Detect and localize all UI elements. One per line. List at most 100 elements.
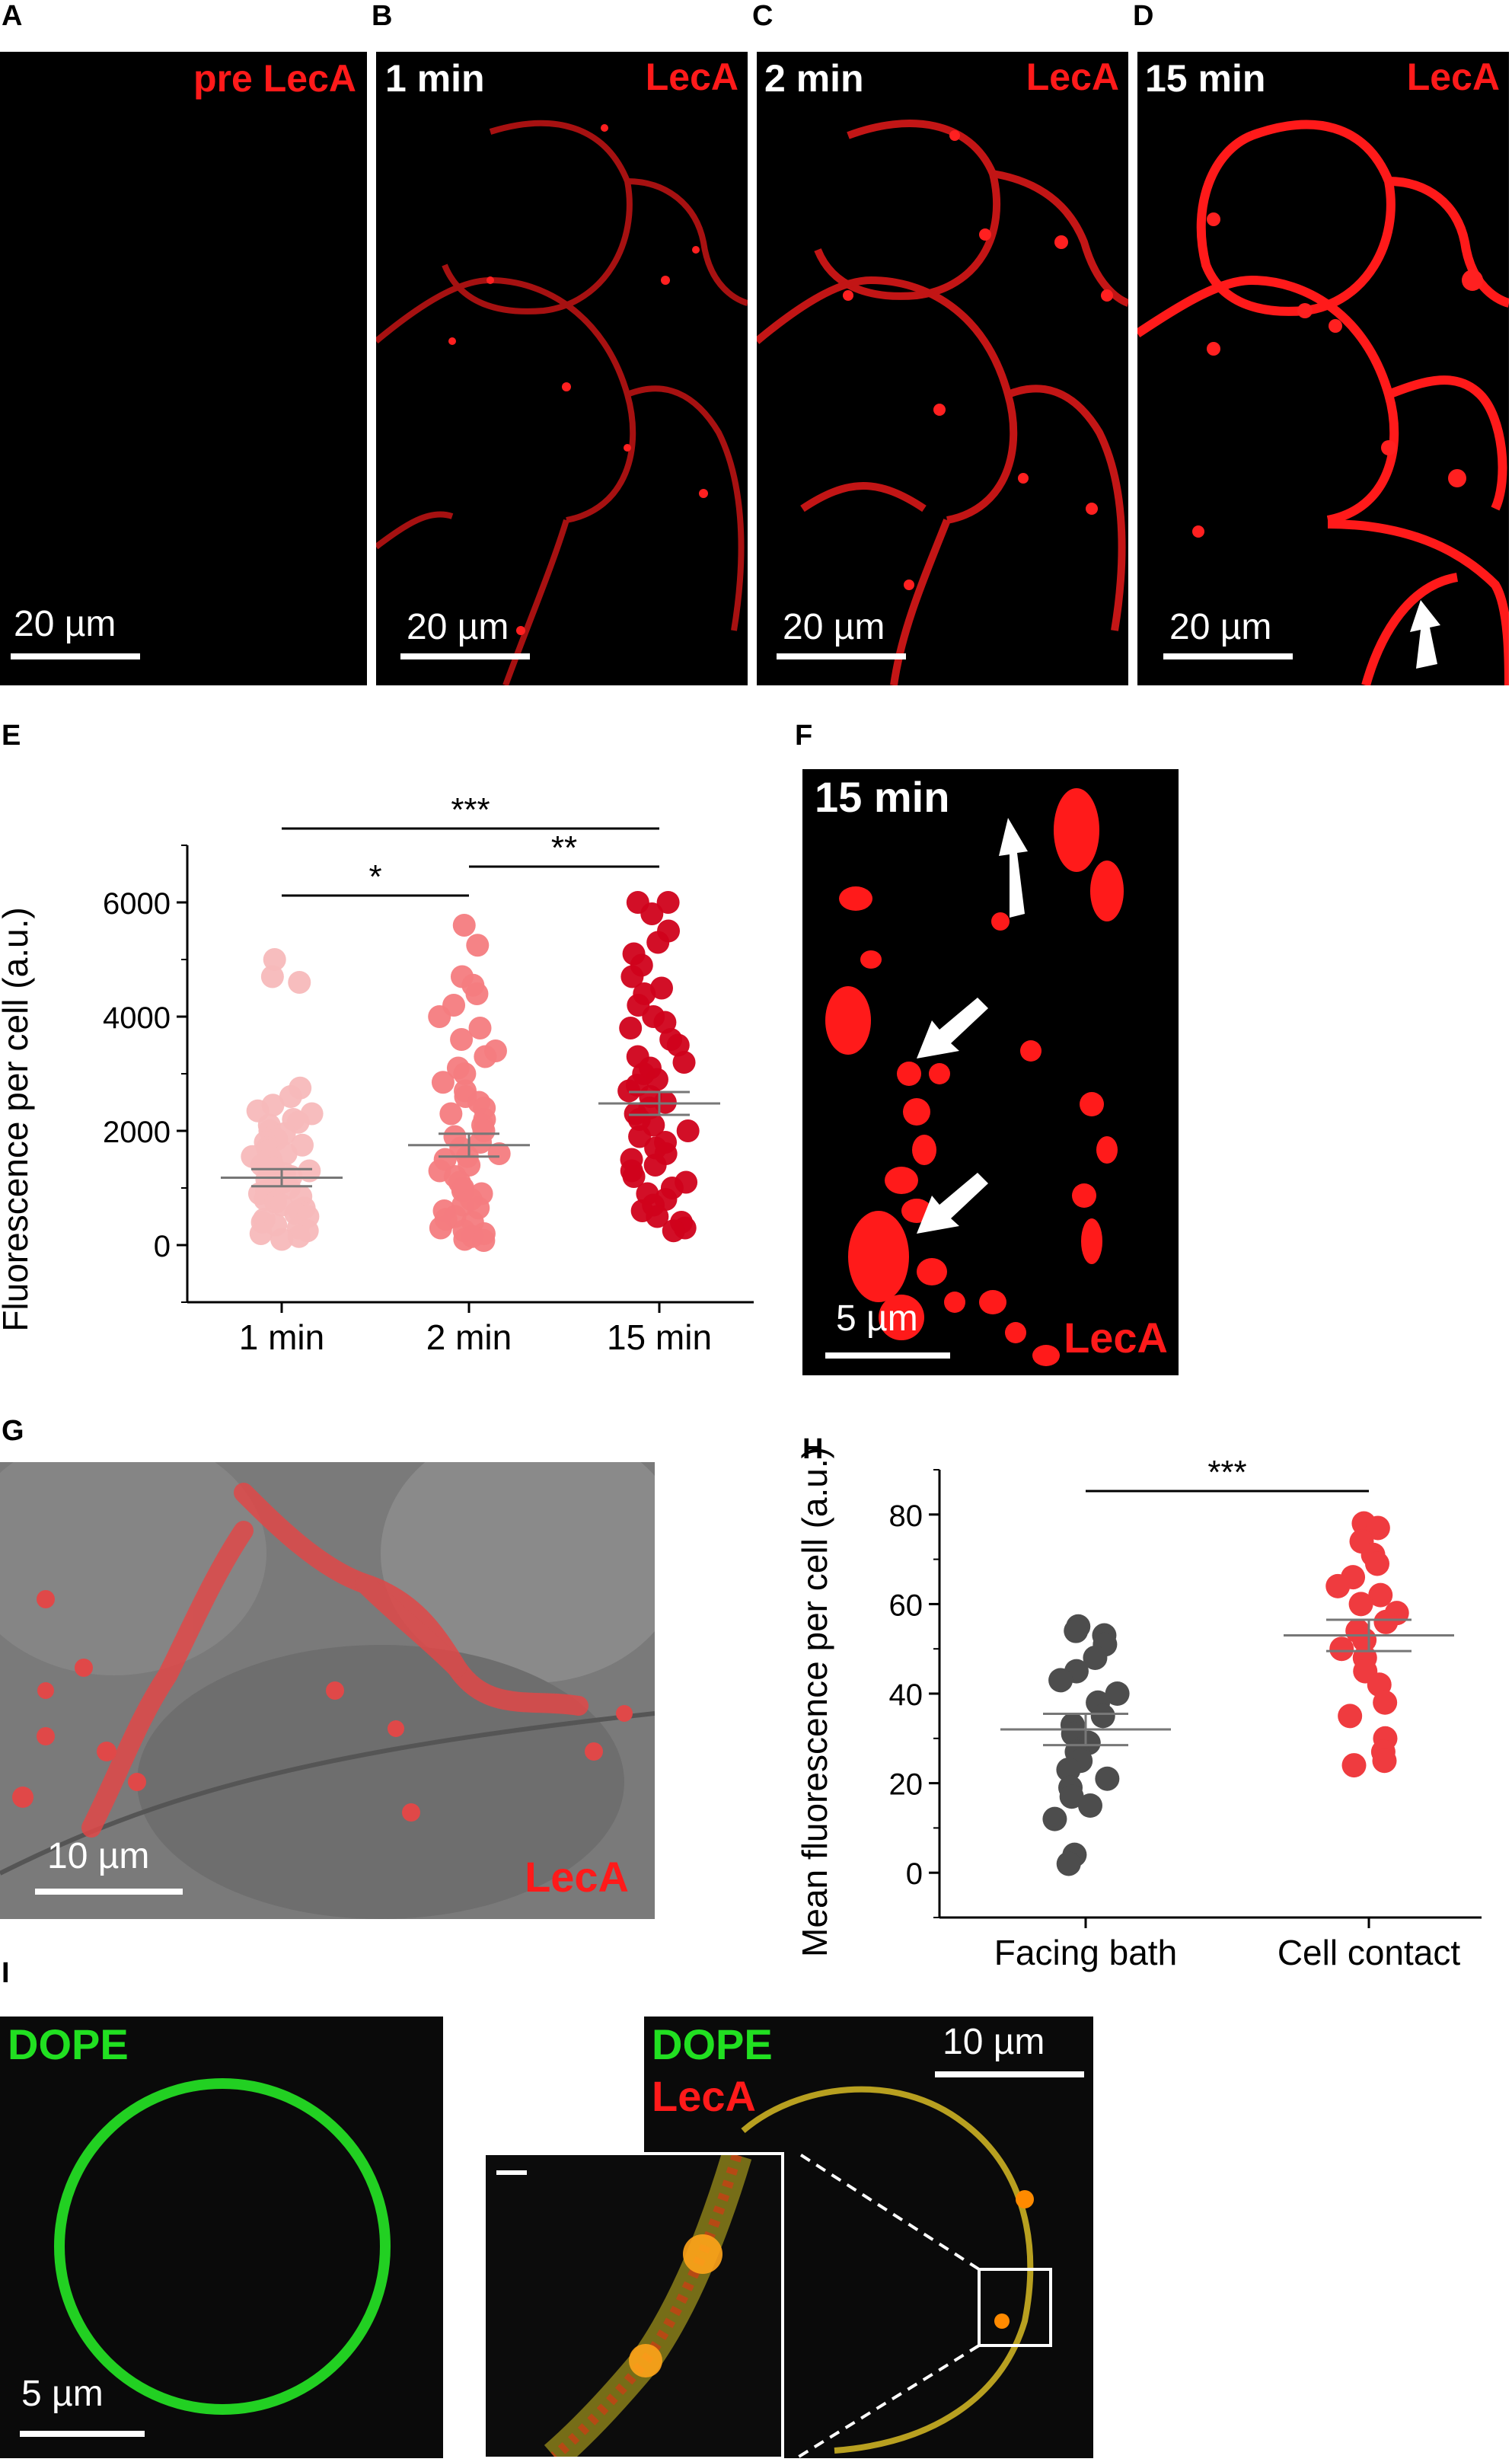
panel-label-c: C: [752, 0, 774, 32]
scale-bar-b: [400, 653, 530, 659]
panel-label-f: F: [795, 720, 813, 752]
vesicle-merge-i: [741, 2086, 1052, 2458]
data-point: [263, 948, 286, 971]
tag-leca-d: LecA: [1406, 56, 1500, 98]
tag-leca-g: LecA: [525, 1853, 629, 1901]
data-point: [1048, 1668, 1073, 1693]
data-point: [1364, 1551, 1389, 1576]
y-tick-label: 40: [889, 1678, 923, 1712]
stats-e: ******: [221, 791, 720, 1188]
data-point: [1064, 1618, 1089, 1643]
y-tick-label: 6000: [103, 887, 171, 921]
data-point: [260, 965, 284, 988]
points-e: [241, 891, 700, 1252]
data-point: [431, 1071, 455, 1094]
data-point: [1341, 1753, 1367, 1778]
data-point: [1056, 1757, 1081, 1782]
x-tick-label: Cell contact: [1278, 1933, 1461, 1972]
x-tick-label: 15 min: [607, 1317, 712, 1357]
y-tick-label: 4000: [103, 1001, 171, 1035]
scale-text-i-left: 5 µm: [21, 2374, 104, 2414]
data-point: [672, 1051, 696, 1074]
scale-bar-d: [1163, 653, 1293, 659]
data-point: [287, 1225, 311, 1248]
data-point: [1077, 1793, 1102, 1818]
data-point: [649, 976, 673, 1000]
data-point: [452, 914, 476, 937]
tag-leca-c: LecA: [1026, 56, 1119, 98]
scale-bar-f: [825, 1352, 950, 1359]
data-point: [1338, 1704, 1363, 1729]
data-point: [646, 931, 670, 954]
y-tick-label: 0: [906, 1857, 923, 1891]
tag-leca-b: LecA: [645, 56, 738, 98]
vesicle-dope-i: [54, 2078, 391, 2415]
scale-text-g: 10 µm: [47, 1836, 150, 1876]
chart-h: 0 20 40 60 80 Facing bath Cell contact *** Mea…: [795, 1447, 1482, 1972]
data-point: [450, 1028, 474, 1051]
puncta-f: [825, 788, 1124, 1366]
tag-leca-f: LecA: [1064, 1314, 1168, 1362]
scale-text-b: 20 µm: [407, 607, 509, 647]
data-point: [487, 1142, 511, 1165]
data-point: [646, 1205, 669, 1228]
data-point: [453, 1228, 477, 1251]
scale-text-c: 20 µm: [783, 607, 885, 647]
data-point: [1090, 1704, 1115, 1729]
scale-bar-i-right: [935, 2071, 1084, 2077]
tag-leca-i-right: LecA: [652, 2072, 756, 2120]
data-point: [645, 1068, 668, 1091]
data-point: [270, 1228, 294, 1251]
data-point: [1059, 1784, 1084, 1809]
tag-dope-i-right: DOPE: [652, 2020, 773, 2068]
brightfield-overlay-g: [0, 1462, 655, 1919]
data-point: [653, 1011, 677, 1034]
data-point: [1105, 1681, 1130, 1706]
data-point: [453, 1062, 477, 1085]
data-point: [666, 1033, 690, 1057]
scale-text-d: 20 µm: [1169, 607, 1272, 647]
data-point: [1365, 1515, 1390, 1541]
data-point: [1329, 1637, 1354, 1662]
data-point: [620, 965, 644, 988]
significance-label: **: [551, 829, 577, 867]
data-point: [656, 891, 680, 914]
y-tick-label: 0: [154, 1230, 171, 1263]
scale-bar-a: [11, 653, 140, 659]
y-tick-label: 80: [889, 1499, 923, 1533]
y-tick-label: 2000: [103, 1116, 171, 1149]
tag-dope-i-left: DOPE: [8, 2020, 129, 2068]
significance-label: *: [368, 858, 381, 896]
ylabel-e: Fluorescence per cell (a.u.): [0, 907, 35, 1331]
axes-h: 0 20 40 60 80 Facing bath Cell contact: [889, 1469, 1482, 1972]
data-point: [1083, 1645, 1108, 1670]
data-point: [676, 1119, 700, 1142]
inset-detail-i: [496, 2155, 752, 2457]
data-point: [1373, 1690, 1398, 1715]
micrograph-i-inset: [483, 2152, 784, 2460]
micrograph-g: LecA 10 µm: [0, 1462, 655, 1919]
y-tick-label: 20: [889, 1768, 923, 1802]
scale-text-a: 20 µm: [14, 604, 116, 644]
data-point: [428, 1005, 451, 1028]
data-point: [1042, 1806, 1067, 1831]
data-point: [1352, 1627, 1377, 1653]
time-label-f: 15 min: [815, 773, 950, 821]
ylabel-h: Mean fluorescence per cell (a.u.): [795, 1447, 834, 1957]
x-tick-label: 2 min: [426, 1317, 512, 1357]
scale-bar-g: [35, 1889, 183, 1895]
data-point: [1372, 1748, 1397, 1774]
data-point: [468, 1017, 492, 1039]
panel-label-h: H: [802, 1433, 824, 1465]
micrograph-d: 15 min LecA 20 µm: [1137, 52, 1509, 685]
micrograph-a: pre LecA 20 µm: [0, 52, 367, 685]
data-point: [619, 1017, 643, 1039]
data-point: [1325, 1573, 1351, 1598]
data-point: [1348, 1592, 1373, 1617]
data-point: [472, 1229, 496, 1252]
data-point: [439, 1102, 463, 1126]
points-h: [1042, 1511, 1409, 1876]
time-label-c: 2 min: [764, 57, 864, 100]
data-point: [465, 982, 489, 1005]
